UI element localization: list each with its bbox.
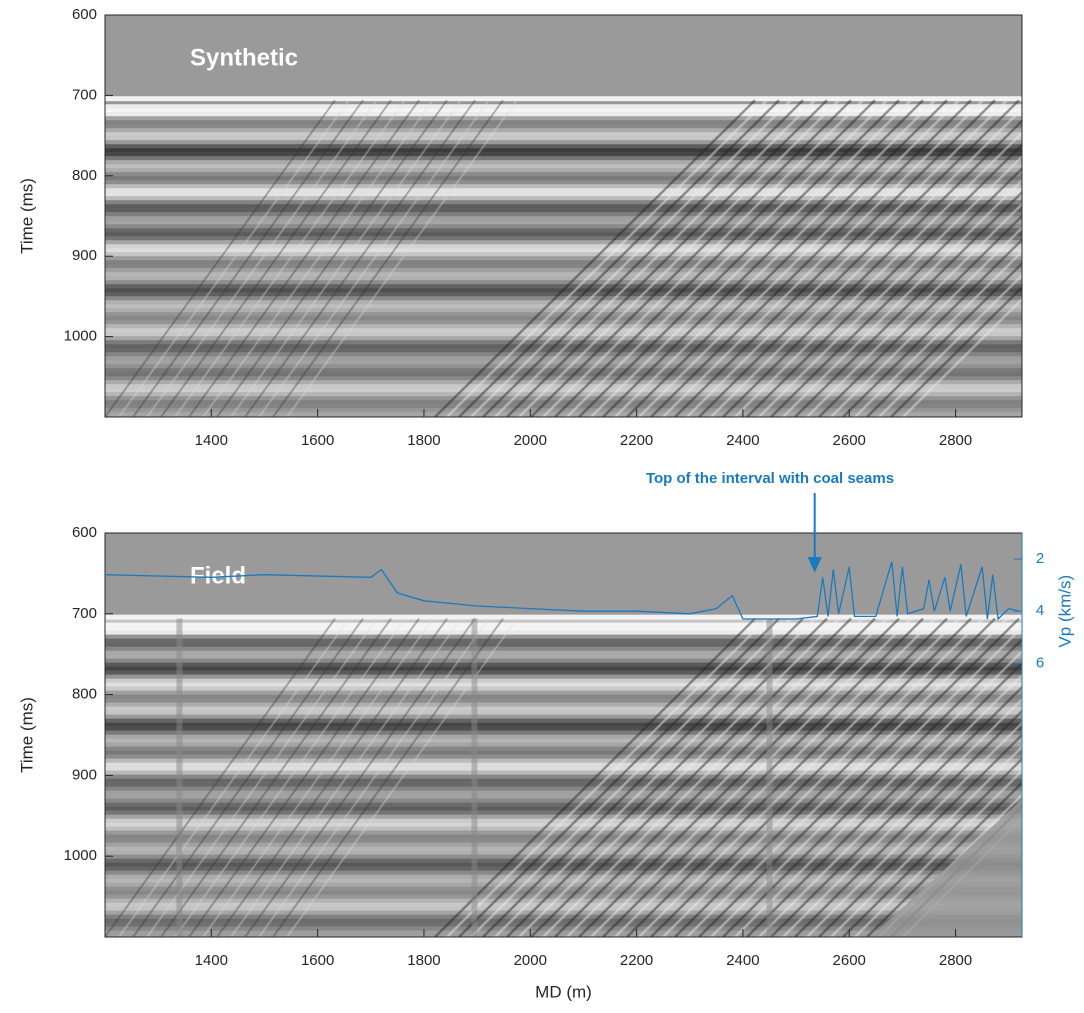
image-stripe xyxy=(105,911,1022,915)
image-reflector xyxy=(105,96,1022,101)
x-tick-label: 1400 xyxy=(195,952,228,969)
y-tick-label: 700 xyxy=(72,605,97,622)
image-stripe xyxy=(105,719,1022,723)
image-stripe xyxy=(105,260,1022,264)
image-stripe xyxy=(105,204,1022,208)
image-stripe xyxy=(105,128,1022,132)
image-stripe xyxy=(105,639,1022,643)
y-axis-label: Time (ms) xyxy=(17,178,36,254)
y-tick-label: 800 xyxy=(72,686,97,703)
x-tick-label: 2000 xyxy=(514,432,547,449)
seismic-image xyxy=(105,533,1084,939)
image-stripe xyxy=(105,180,1022,184)
x-tick-label: 1800 xyxy=(407,432,440,449)
image-stripe xyxy=(105,168,1022,172)
image-stripe xyxy=(105,659,1022,663)
image-trace xyxy=(766,619,772,937)
x-tick-label: 1400 xyxy=(195,432,228,449)
image-stripe xyxy=(105,192,1022,196)
image-stripe xyxy=(105,695,1022,699)
image-stripe xyxy=(105,771,1022,775)
image-stripe xyxy=(105,875,1022,879)
image-stripe xyxy=(105,176,1022,180)
image-stripe xyxy=(105,272,1022,276)
x-tick-label: 2200 xyxy=(620,952,653,969)
y-tick-label: 600 xyxy=(72,6,97,23)
image-stripe xyxy=(105,108,1022,112)
image-stripe xyxy=(105,647,1022,651)
y-axis-label: Time (ms) xyxy=(17,697,36,773)
x-tick-label: 2600 xyxy=(833,952,866,969)
image-stripe xyxy=(105,779,1022,783)
image-stripe xyxy=(105,723,1022,727)
image-stripe xyxy=(105,116,1022,120)
image-stripe xyxy=(105,156,1022,160)
x-tick-label: 2400 xyxy=(726,952,759,969)
image-stripe xyxy=(105,164,1022,168)
x-tick-label: 2000 xyxy=(514,952,547,969)
x-tick-label: 1600 xyxy=(301,432,334,449)
image-stripe xyxy=(105,152,1022,156)
x-tick-label: 2800 xyxy=(939,432,972,449)
x-tick-label: 2400 xyxy=(726,432,759,449)
x-tick-label: 2200 xyxy=(620,432,653,449)
image-trace xyxy=(471,619,477,937)
y2-tick-label: 6 xyxy=(1036,654,1044,671)
panel-title: Synthetic xyxy=(190,44,298,71)
image-stripe xyxy=(105,731,1022,735)
image-stripe xyxy=(105,671,1022,675)
image-stripe xyxy=(105,707,1022,711)
x-axis-label: MD (m) xyxy=(535,982,592,1001)
image-stripe xyxy=(105,651,1022,655)
annotation: Top of the interval with coal seams xyxy=(646,470,894,487)
x-tick-label: 2800 xyxy=(939,952,972,969)
image-stripe xyxy=(105,663,1022,667)
image-stripe xyxy=(105,236,1022,240)
y2-tick-label: 4 xyxy=(1036,602,1044,619)
image-stripe xyxy=(105,887,1022,891)
image-stripe xyxy=(105,104,1022,108)
image-stripe xyxy=(105,815,1022,819)
image-stripe xyxy=(105,683,1022,687)
y-tick-label: 600 xyxy=(72,524,97,541)
image-stripe xyxy=(105,735,1022,739)
image-stripe xyxy=(105,296,1022,300)
image-stripe xyxy=(105,687,1022,691)
seismic-image xyxy=(105,15,1084,420)
image-stripe xyxy=(105,699,1022,703)
image-stripe xyxy=(105,212,1022,216)
image-stripe xyxy=(105,188,1022,192)
image-stripe xyxy=(105,140,1022,144)
y-tick-label: 700 xyxy=(72,86,97,103)
image-stripe xyxy=(105,635,1022,639)
image-stripe xyxy=(105,623,1022,627)
image-reflector xyxy=(105,615,1022,620)
image-stripe xyxy=(105,132,1022,136)
image-stripe xyxy=(105,627,1022,631)
image-stripe xyxy=(105,248,1022,252)
y-tick-label: 1000 xyxy=(64,847,97,864)
y2-tick-label: 2 xyxy=(1036,550,1044,567)
y-tick-label: 900 xyxy=(72,766,97,783)
image-stripe xyxy=(105,711,1022,715)
image-stripe xyxy=(105,144,1022,148)
image-stripe xyxy=(105,795,1022,799)
figure: Synthetic1400160018002000220024002600280… xyxy=(0,0,1084,1008)
image-stripe xyxy=(105,851,1022,855)
image-stripe xyxy=(105,759,1022,763)
y2-axis-label: Vp (km/s) xyxy=(1055,575,1074,648)
image-stripe xyxy=(105,200,1022,204)
y-tick-label: 900 xyxy=(72,247,97,264)
image-stripe xyxy=(105,755,1022,759)
y-tick-label: 800 xyxy=(72,167,97,184)
x-tick-label: 1600 xyxy=(301,952,334,969)
x-tick-label: 1800 xyxy=(407,952,440,969)
image-stripe xyxy=(105,791,1022,795)
image-trace xyxy=(176,619,182,937)
image-stripe xyxy=(105,120,1022,124)
image-stripe xyxy=(105,827,1022,831)
y-tick-label: 1000 xyxy=(64,328,97,345)
image-stripe xyxy=(105,675,1022,679)
x-tick-label: 2600 xyxy=(833,432,866,449)
